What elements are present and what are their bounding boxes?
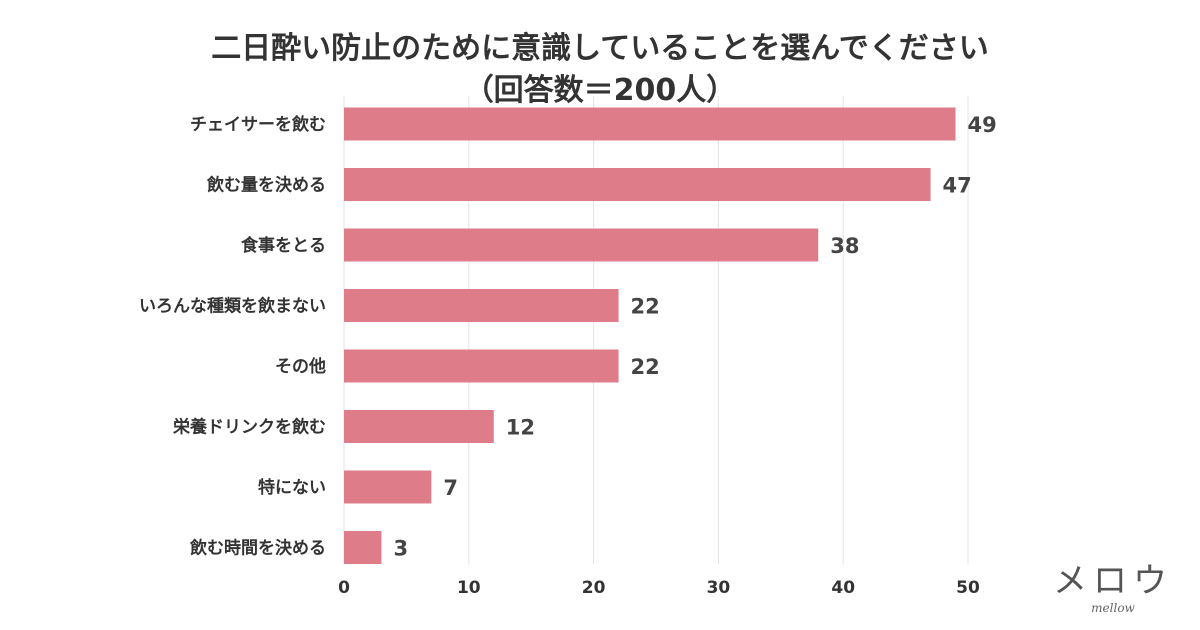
chart-subtitle: （回答数＝200人） xyxy=(464,73,737,108)
data-label: 3 xyxy=(393,537,408,561)
data-label: 38 xyxy=(830,234,859,258)
gridlines xyxy=(343,96,969,564)
data-label: 47 xyxy=(943,174,972,198)
x-tick-label: 40 xyxy=(831,578,855,598)
x-tick-label: 50 xyxy=(956,578,980,598)
category-label: 食事をとる xyxy=(241,235,326,256)
chart-title: 二日酔い防止のために意識していることを選んでください xyxy=(211,31,989,66)
logo-sub-text: mellow xyxy=(1091,601,1135,615)
bar xyxy=(344,168,931,201)
bar xyxy=(344,107,956,141)
category-label: 飲む量を決める xyxy=(206,175,326,196)
x-tick-label: 20 xyxy=(582,578,606,598)
category-label: 飲む時間を決める xyxy=(189,538,326,559)
category-label: 栄養ドリンクを飲む xyxy=(172,417,326,438)
category-label: その他 xyxy=(275,356,326,377)
x-tick-label: 10 xyxy=(457,578,481,598)
bars xyxy=(344,107,956,564)
bar xyxy=(344,289,619,322)
bar xyxy=(344,349,619,383)
labels: 0 10 20 30 40 50 チェイサーを飲む 49 飲む量を決める 47 食事をとる 38 いろん… xyxy=(139,113,997,598)
data-label: 22 xyxy=(631,355,660,379)
bar xyxy=(344,531,382,564)
x-tick-label: 0 xyxy=(338,578,350,598)
x-tick-label: 30 xyxy=(707,578,731,598)
data-label: 22 xyxy=(631,295,660,319)
bar xyxy=(344,470,432,504)
category-label: チェイサーを飲む xyxy=(190,114,326,135)
logo-main-text: メロウ xyxy=(1053,561,1173,601)
category-label: いろんな種類を飲まない xyxy=(139,296,326,317)
data-label: 12 xyxy=(506,416,535,440)
bar xyxy=(344,410,494,443)
category-label: 特にない xyxy=(258,477,326,498)
bar xyxy=(344,228,819,262)
data-label: 7 xyxy=(443,476,458,500)
mellow-logo: メロウ mellow xyxy=(1053,561,1173,615)
data-label: 49 xyxy=(968,113,997,137)
